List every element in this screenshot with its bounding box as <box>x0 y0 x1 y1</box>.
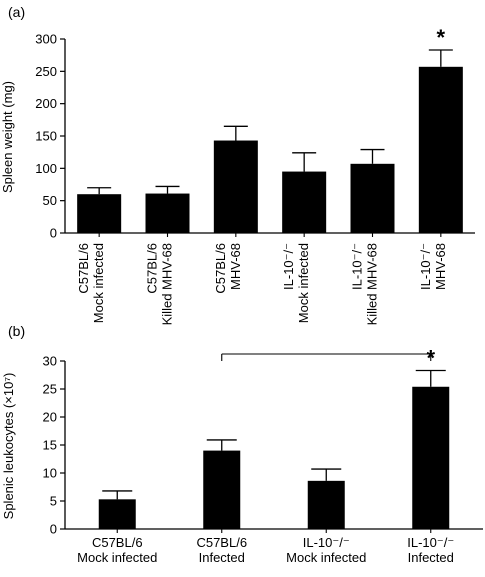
chart-a-category-label-line: Mock infected <box>296 243 311 323</box>
chart-b-ytick-label: 5 <box>50 494 57 509</box>
chart-b-category-label-line: C57BL/6 <box>196 535 247 550</box>
chart-b-category-label-line: C57BL/6 <box>92 535 143 550</box>
chart-b-category-label-line: Infected <box>408 550 454 565</box>
chart-b-ytick-label: 20 <box>43 410 57 425</box>
chart-b-category-label-line: IL-10⁻/⁻ <box>407 535 454 550</box>
chart-a-ytick-label: 250 <box>35 64 57 79</box>
chart-b-category-label-line: Mock infected <box>286 550 366 565</box>
chart-b-category-label-line: Mock infected <box>77 550 157 565</box>
chart-b-ytick-label: 0 <box>50 522 57 537</box>
chart-a-bar <box>282 171 327 233</box>
chart-b-bar <box>98 499 136 529</box>
chart-b-category-label-line: IL-10⁻/⁻ <box>303 535 350 550</box>
chart-b-category-label: C57BL/6 Mock infected <box>77 535 157 565</box>
chart-b-ytick-label: 10 <box>43 466 57 481</box>
chart-a-category-label: IL-10⁻/⁻Killed MHV-68 <box>350 243 380 325</box>
chart-b-category-label: C57BL/6 Infected <box>196 535 247 565</box>
chart-a-category-label: C57BL/6Killed MHV-68 <box>145 243 175 325</box>
chart-a-category-label-line: Mock infected <box>91 243 106 323</box>
chart-b-ytick-label: 15 <box>43 438 57 453</box>
chart-a-ytick-label: 50 <box>43 193 57 208</box>
chart-a-ytick-label: 300 <box>35 32 57 47</box>
chart-a-significance-star: * <box>437 25 446 50</box>
chart-a-category-label-line: Killed MHV-68 <box>365 243 380 325</box>
chart-b-ylabel: Splenic leukocytes (×10⁷) <box>1 373 16 520</box>
chart-a-bar <box>145 193 190 233</box>
chart-a-bar <box>418 66 463 233</box>
chart-a-category-label: C57BL/6Mock infected <box>76 243 106 323</box>
chart-a: Spleen weight (mg) 0 50 100 150 200 250 300 C57… <box>0 25 475 325</box>
chart-a-ytick-label: 200 <box>35 96 57 111</box>
chart-a-category-label-line: MHV-68 <box>228 243 243 290</box>
chart-b-category-label: IL-10⁻/⁻ Infected <box>407 535 454 565</box>
chart-b-category-label: IL-10⁻/⁻ Mock infected <box>286 535 366 565</box>
chart-a-bar <box>350 163 395 233</box>
chart-a-category-label-line: MHV-68 <box>433 243 448 290</box>
chart-a-bar <box>213 140 258 233</box>
chart-a-ylabel: Spleen weight (mg) <box>0 81 15 193</box>
chart-b-ytick-label: 30 <box>43 354 57 369</box>
chart-a-category-label-line: C57BL/6 <box>76 243 91 294</box>
chart-a-category-label: IL-10⁻/⁻MHV-68 <box>418 243 448 290</box>
chart-a-category-label-line: IL-10⁻/⁻ <box>281 243 296 290</box>
chart-a-category-label-line: Killed MHV-68 <box>160 243 175 325</box>
chart-b-bar <box>412 386 450 529</box>
chart-a-ytick-label: 100 <box>35 161 57 176</box>
chart-a-category-label: C57BL/6MHV-68 <box>213 243 243 294</box>
chart-a-category-label-line: C57BL/6 <box>145 243 160 294</box>
chart-a-category-label: IL-10⁻/⁻Mock infected <box>281 243 311 323</box>
chart-b-ytick-label: 25 <box>43 382 57 397</box>
chart-a-category-label-line: C57BL/6 <box>213 243 228 294</box>
chart-b-category-label-line: Infected <box>199 550 245 565</box>
chart-b-significance-star: * <box>426 346 435 371</box>
chart-b-bar <box>203 450 241 529</box>
chart-a-category-label-line: IL-10⁻/⁻ <box>418 243 433 290</box>
chart-b-bar <box>307 480 345 529</box>
chart-a-ytick-label: 150 <box>35 129 57 144</box>
panel-b-label: (b) <box>8 323 25 339</box>
chart-a-bar <box>77 194 122 233</box>
panel-a-label: (a) <box>8 4 25 20</box>
chart-a-ytick-label: 0 <box>50 226 57 241</box>
chart-b: Splenic leukocytes (×10⁷) 0 5 10 15 20 25 30 C5… <box>1 346 483 565</box>
chart-a-category-label-line: IL-10⁻/⁻ <box>350 243 365 290</box>
